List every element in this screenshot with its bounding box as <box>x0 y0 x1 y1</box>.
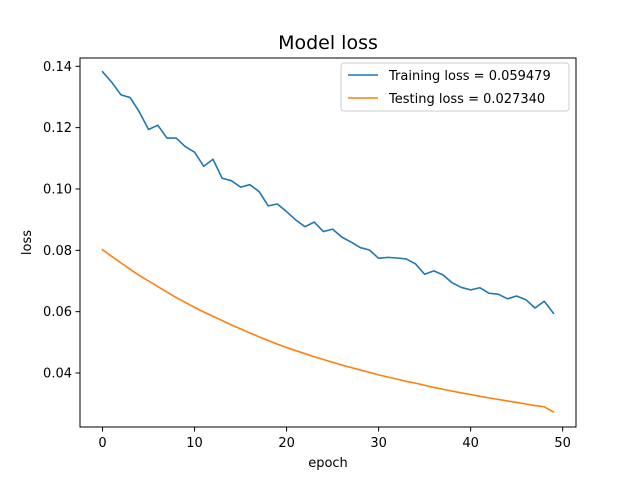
x-tick-label: 0 <box>98 436 106 451</box>
y-tick-label: 0.12 <box>43 121 72 136</box>
y-axis-ticks: 0.04 0.06 0.08 0.10 0.12 0.14 <box>43 60 80 382</box>
series-line-testing <box>101 248 555 414</box>
x-axis-label: epoch <box>308 456 348 471</box>
legend-label-training: Training loss = 0.059479 <box>388 69 551 84</box>
y-tick-label: 0.04 <box>43 367 72 382</box>
x-tick-label: 20 <box>278 436 295 451</box>
legend-box <box>340 62 570 112</box>
x-tick-label: 10 <box>186 436 203 451</box>
chart-title: Model loss <box>278 32 378 54</box>
x-tick-label: 50 <box>554 436 571 451</box>
y-tick-label: 0.14 <box>43 60 72 75</box>
y-tick-label: 0.06 <box>43 305 72 320</box>
legend-label-testing: Testing loss = 0.027340 <box>388 92 545 107</box>
legend: Training loss = 0.059479 Testing loss = … <box>340 62 570 112</box>
x-tick-label: 40 <box>462 436 479 451</box>
x-axis-ticks: 0 10 20 30 40 50 <box>98 427 571 451</box>
x-tick-label: 30 <box>370 436 387 451</box>
y-tick-label: 0.10 <box>43 182 72 197</box>
y-tick-label: 0.08 <box>43 244 72 259</box>
series-line-training <box>101 70 555 315</box>
plot-frame <box>79 57 577 428</box>
y-axis-label: loss <box>20 230 35 255</box>
plot-lines <box>101 70 555 414</box>
